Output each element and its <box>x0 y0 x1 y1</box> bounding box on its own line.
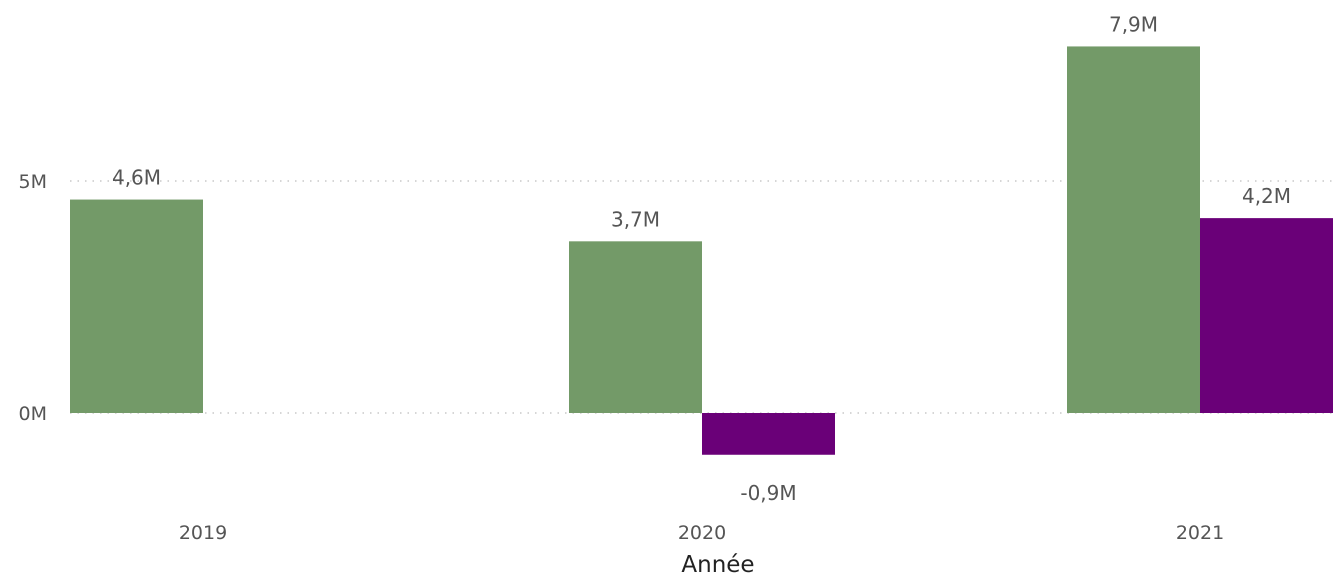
bar[interactable] <box>569 241 702 413</box>
y-tick-label: 5M <box>19 171 47 193</box>
x-tick-label: 2020 <box>678 522 726 544</box>
x-axis: 2019 2020 2021 <box>179 522 1224 544</box>
x-tick-label: 2019 <box>179 522 227 544</box>
bars <box>70 46 1333 455</box>
x-tick-label: 2021 <box>1176 522 1224 544</box>
bar[interactable] <box>702 413 835 455</box>
data-label: 4,6M <box>112 166 161 190</box>
bar[interactable] <box>1200 218 1333 413</box>
data-label: 7,9M <box>1109 12 1158 36</box>
data-label: 4,2M <box>1242 184 1291 208</box>
x-axis-title: Année <box>681 552 754 578</box>
data-labels: 4,6M 3,7M 7,9M -0,9M 4,2M <box>112 12 1291 504</box>
bar[interactable] <box>70 199 203 413</box>
data-label: 3,7M <box>611 207 660 231</box>
y-tick-label: 0M <box>19 403 47 425</box>
y-axis: 0M 5M <box>19 171 47 425</box>
bar[interactable] <box>1067 46 1200 413</box>
data-label: -0,9M <box>740 481 796 505</box>
